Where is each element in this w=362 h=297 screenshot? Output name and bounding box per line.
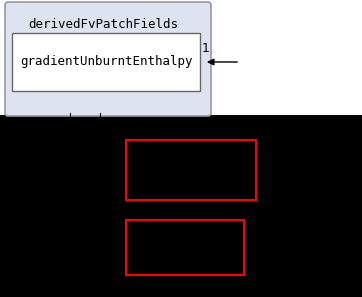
- Bar: [126, 220, 244, 275]
- Bar: [126, 140, 256, 200]
- Bar: [0, 0, 362, 115]
- FancyBboxPatch shape: [5, 2, 211, 116]
- Text: gradientUnburntEnthalpy: gradientUnburntEnthalpy: [20, 56, 193, 69]
- Bar: [12, 33, 200, 91]
- Text: 1: 1: [202, 42, 210, 55]
- Text: derivedFvPatchFields: derivedFvPatchFields: [28, 18, 178, 31]
